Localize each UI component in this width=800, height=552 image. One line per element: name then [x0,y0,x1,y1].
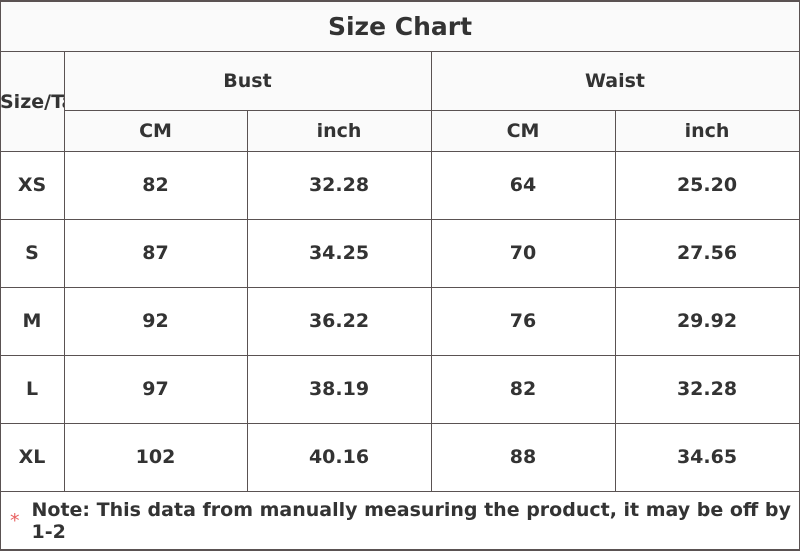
cell-size: XS [17,174,47,196]
grid-line [615,110,616,491]
grid-line [64,51,65,491]
grid-line [64,110,800,111]
cell-bust-cm: 97 [142,378,169,400]
cell-waist-in: 27.56 [676,242,738,264]
cell-bust-cm: 102 [135,446,176,468]
grid-line [0,549,800,551]
cell-waist-cm: 82 [509,378,537,400]
cell-bust-cm: 82 [142,174,169,196]
grid-line [0,0,800,2]
grid-line [247,110,248,491]
cell-size: S [25,242,39,264]
asterisk-marker: * [10,510,20,532]
grid-line [0,219,800,220]
cell-size: XL [18,446,46,468]
cell-bust-cm: 87 [142,242,169,264]
grid-line [0,0,1,551]
grid-line [0,355,800,356]
cell-size: L [25,378,39,400]
cell-bust-in: 32.28 [308,174,370,196]
grid-line [0,151,800,152]
waist-inch-header: inch [615,110,799,151]
cell-bust-in: 40.16 [308,446,370,468]
cell-waist-cm: 88 [509,446,537,468]
waist-header: Waist [431,52,799,110]
chart-title: Size Chart [0,0,800,52]
cell-bust-in: 34.25 [308,242,370,264]
cell-bust-cm: 92 [142,310,169,332]
bust-cm-header: CM [64,110,247,151]
cell-waist-cm: 70 [509,242,537,264]
cell-waist-in: 32.28 [676,378,738,400]
cell-waist-in: 25.20 [676,174,738,196]
note: * Note: This data from manually measurin… [0,491,800,551]
bust-header: Bust [64,52,431,110]
grid-line [0,491,800,492]
waist-cm-header: CM [431,110,615,151]
grid-line [0,423,800,424]
cell-bust-in: 38.19 [308,378,370,400]
cell-waist-in: 29.92 [676,310,738,332]
cell-waist-cm: 64 [509,174,537,196]
size-header: Size/Tag [0,52,64,151]
cell-waist-cm: 76 [509,310,537,332]
note-text: Note: This data from manually measuring … [31,499,791,543]
cell-size: M [22,310,42,332]
cell-waist-in: 34.65 [676,446,738,468]
grid-line [0,51,800,52]
grid-line [431,51,432,491]
cell-bust-in: 36.22 [308,310,370,332]
bust-inch-header: inch [247,110,431,151]
grid-line [0,287,800,288]
